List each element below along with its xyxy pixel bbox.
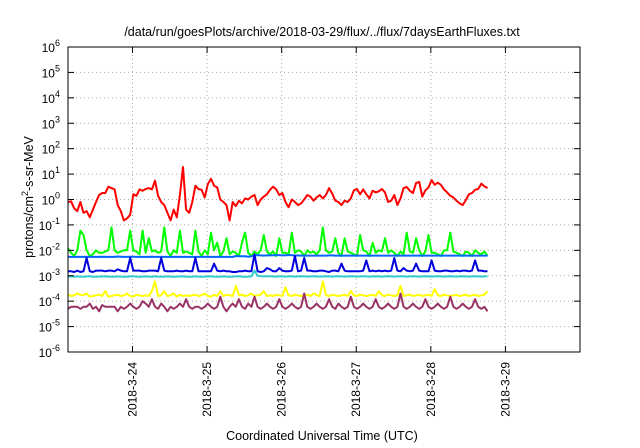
y-tick-base: 10	[39, 321, 53, 335]
y-tick-exponent: -4	[52, 292, 60, 302]
y-tick-label: 10-4	[39, 292, 60, 309]
x-tick-labels: 2018-3-24 2018-3-25 2018-3-26 2018-3-27 2018…	[125, 362, 512, 417]
y-tick-base: 10	[42, 117, 56, 131]
y-tick-base: 10	[42, 168, 56, 182]
y-tick-label: 10-3	[39, 267, 60, 284]
y-tick-base: 10	[39, 295, 53, 309]
x-axis-label: Coordinated Universal Time (UTC)	[226, 429, 418, 443]
y-tick-exponent: -5	[52, 318, 60, 328]
x-tick-label: 2018-3-26	[275, 362, 289, 417]
y-tick-exponent: -1	[52, 216, 60, 226]
y-tick-exponent: 1	[55, 165, 60, 175]
y-tick-exponent: 3	[55, 114, 60, 124]
y-axis-label: protons/cm2-s-sr-MeV	[20, 135, 36, 257]
y-tick-label: 102	[42, 140, 60, 157]
y-tick-label: 10-2	[39, 241, 60, 258]
series-line-5	[67, 280, 489, 298]
y-tick-labels: 10-610-510-410-310-210-11001011021031041…	[39, 38, 60, 360]
y-tick-base: 10	[42, 41, 56, 55]
y-tick-exponent: 4	[55, 89, 60, 99]
y-tick-base: 10	[39, 219, 53, 233]
chart-title: /data/run/goesPlots/archive/2018-03-29/f…	[124, 25, 520, 39]
y-tick-label: 100	[42, 191, 60, 208]
series-layer	[67, 166, 489, 313]
y-tick-base: 10	[42, 66, 56, 80]
series-line-4	[67, 269, 488, 278]
x-tick-label: 2018-3-28	[424, 362, 438, 417]
y-tick-exponent: 5	[55, 63, 60, 73]
series-line-3	[68, 253, 488, 273]
y-tick-base: 10	[39, 270, 53, 284]
series-line-1	[67, 226, 489, 257]
y-axis-label-sup: 2	[20, 191, 30, 196]
y-tick-label: 101	[42, 165, 60, 182]
x-tick-label: 2018-3-24	[125, 362, 139, 417]
y-tick-label: 104	[42, 89, 60, 106]
y-tick-base: 10	[39, 346, 53, 360]
axis-ticks	[68, 46, 580, 353]
y-tick-exponent: -2	[52, 241, 60, 251]
y-tick-base: 10	[42, 92, 56, 106]
y-tick-base: 10	[39, 244, 53, 258]
y-tick-label: 10-6	[39, 343, 60, 360]
y-tick-exponent: -3	[52, 267, 60, 277]
series-line-0	[67, 166, 489, 222]
series-line-2	[68, 254, 488, 258]
x-tick-label: 2018-3-25	[200, 362, 214, 417]
y-tick-label: 106	[42, 38, 60, 55]
y-tick-label: 10-1	[39, 216, 60, 233]
y-tick-label: 103	[42, 114, 60, 131]
y-tick-base: 10	[42, 143, 56, 157]
y-tick-exponent: 6	[55, 38, 60, 48]
y-axis-label-prefix: protons/cm	[22, 196, 36, 258]
y-axis-label-suffix: -s-sr-MeV	[22, 135, 36, 191]
y-tick-exponent: 0	[55, 191, 60, 201]
series-line-6	[67, 292, 489, 313]
x-tick-label: 2018-3-27	[349, 362, 363, 417]
y-tick-exponent: -6	[52, 343, 60, 353]
y-tick-exponent: 2	[55, 140, 60, 150]
y-tick-base: 10	[42, 194, 56, 208]
y-tick-label: 10-5	[39, 318, 60, 335]
y-tick-label: 105	[42, 63, 60, 80]
x-tick-label: 2018-3-29	[498, 362, 512, 417]
